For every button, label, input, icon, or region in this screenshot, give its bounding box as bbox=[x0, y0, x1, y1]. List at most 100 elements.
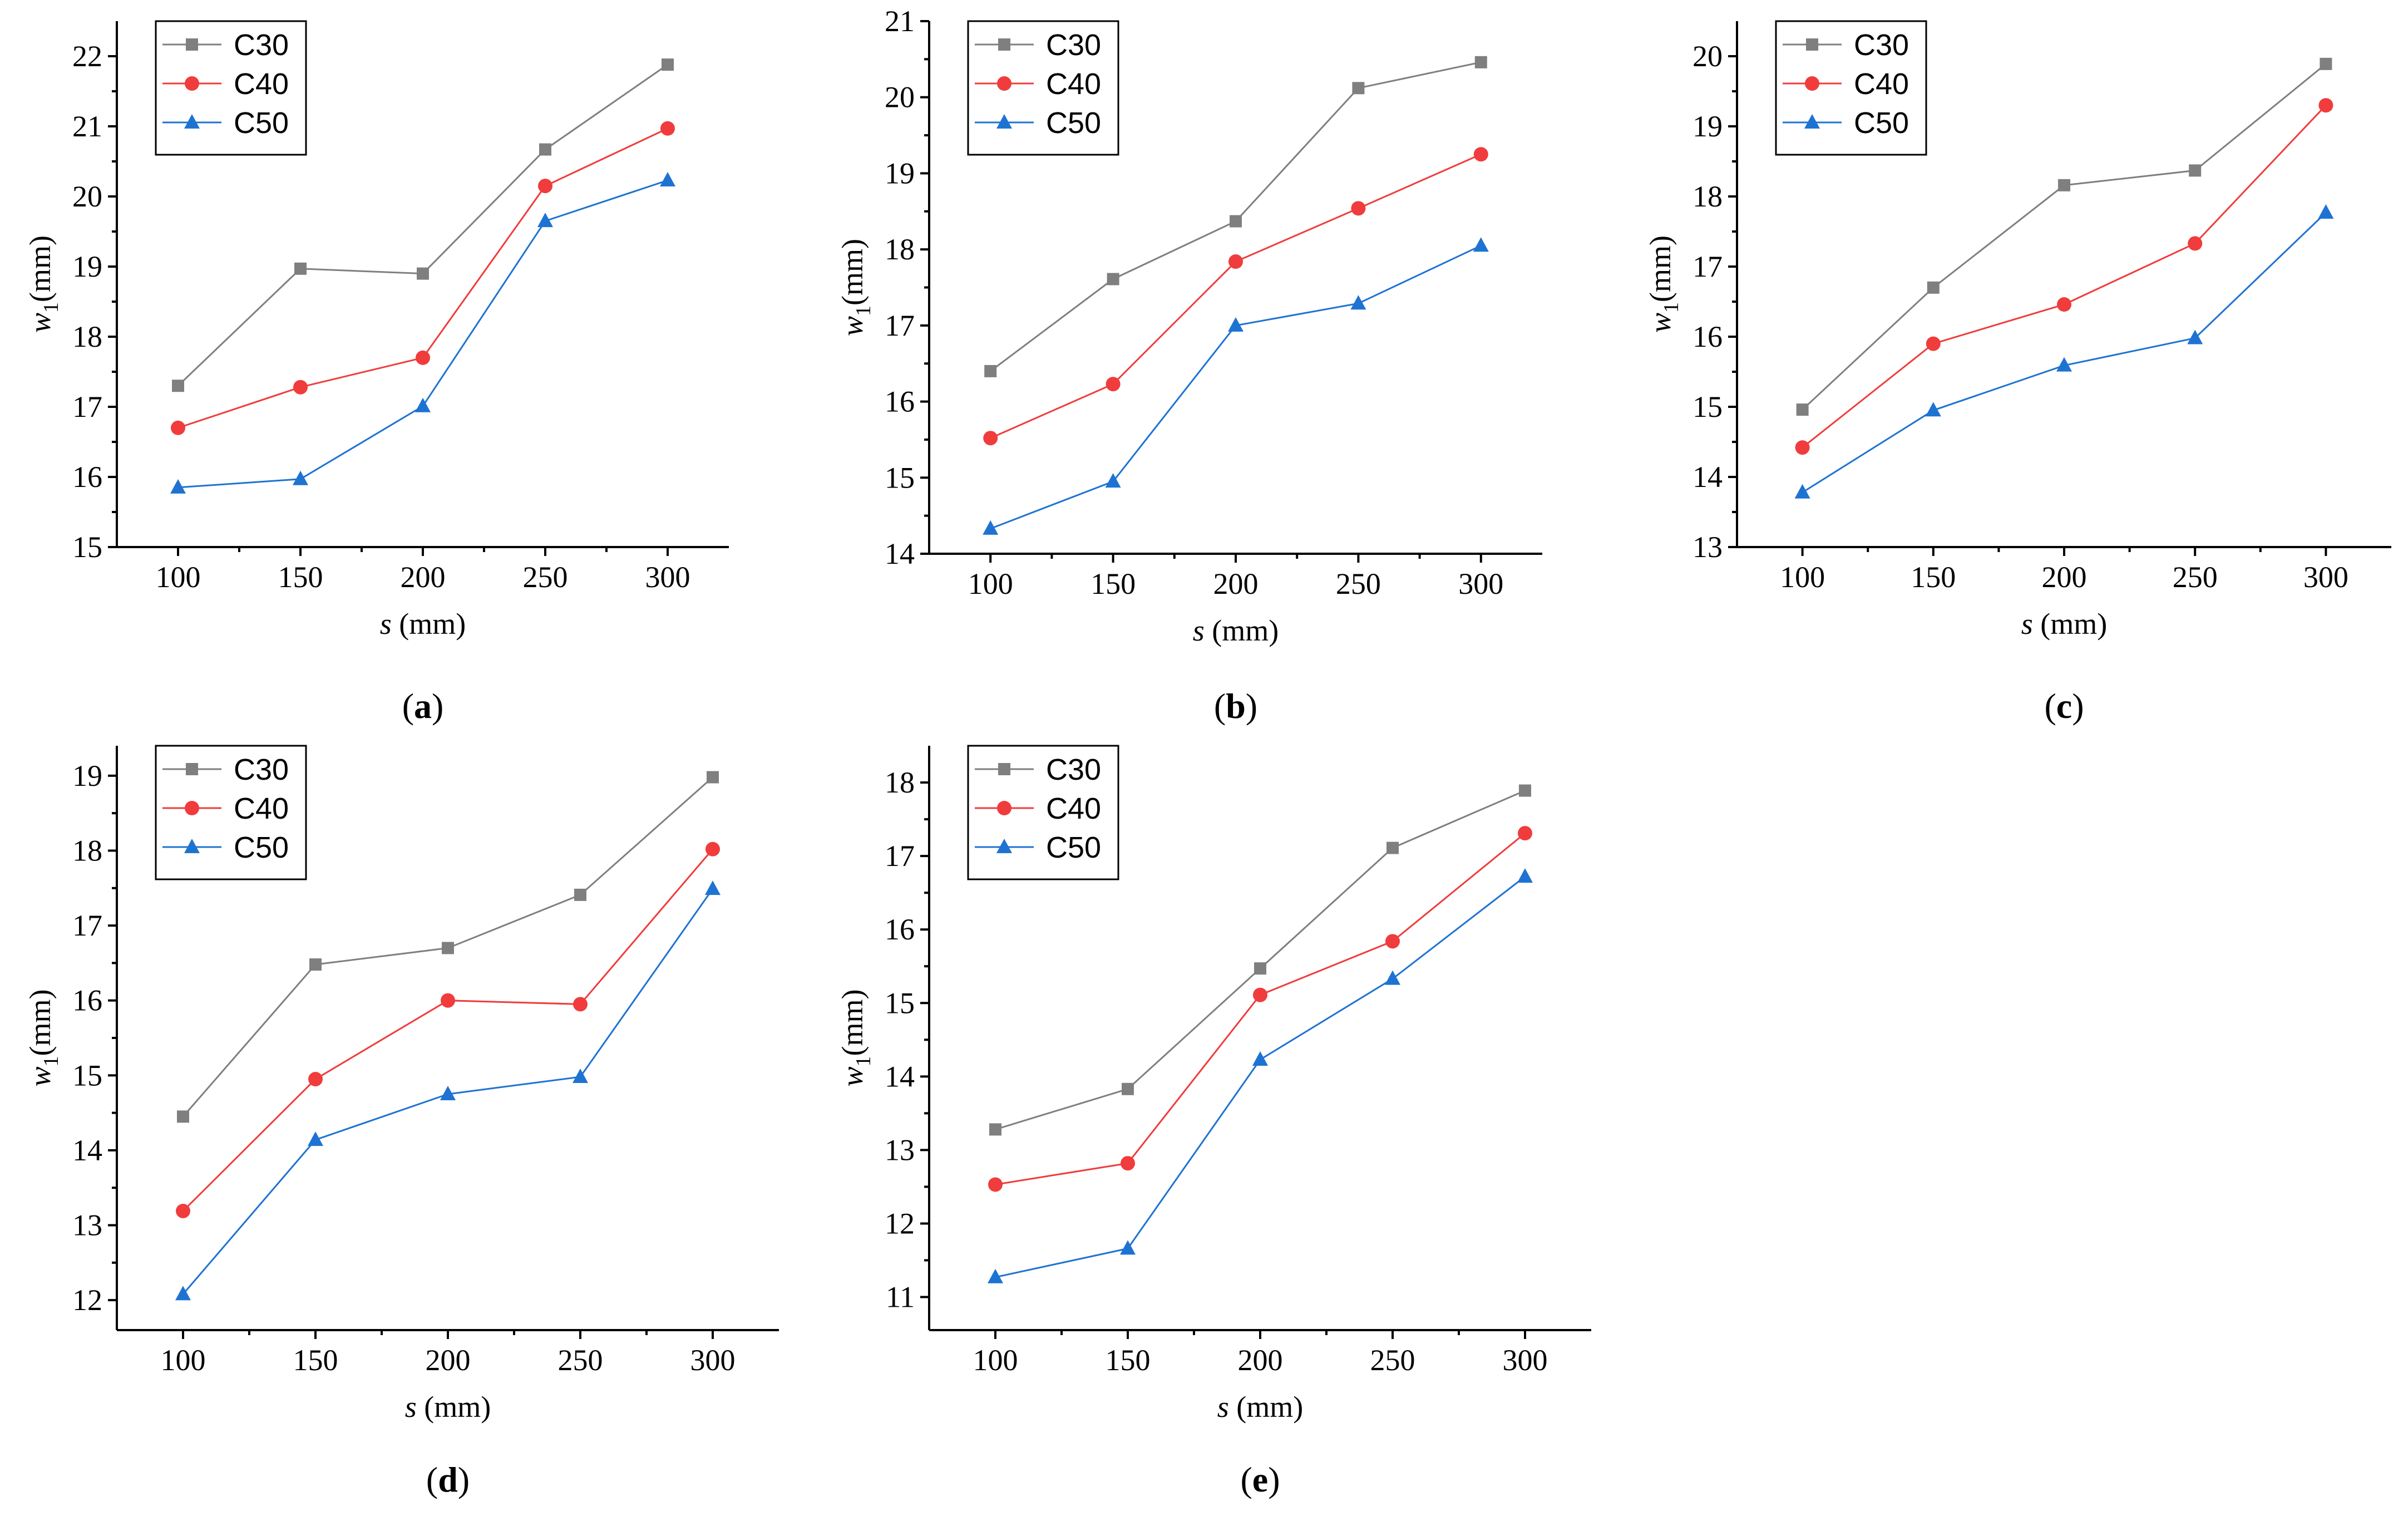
panel-label: (b) bbox=[1214, 686, 1257, 726]
x-tick-label: 100 bbox=[968, 567, 1013, 600]
data-point bbox=[1228, 254, 1243, 269]
data-point bbox=[1106, 377, 1121, 391]
series-c50 bbox=[170, 172, 675, 494]
x-tick-label: 250 bbox=[558, 1343, 603, 1377]
x-tick-label: 150 bbox=[293, 1343, 338, 1377]
legend: C30C40C50 bbox=[968, 746, 1118, 879]
x-axis-title: s (mm) bbox=[1217, 1390, 1304, 1424]
data-point bbox=[416, 351, 430, 365]
legend-marker bbox=[1805, 76, 1819, 91]
x-tick-label: 250 bbox=[2173, 560, 2218, 594]
data-point bbox=[1795, 440, 1810, 455]
data-point bbox=[2318, 98, 2333, 112]
data-point bbox=[1475, 56, 1487, 68]
y-tick-label: 12 bbox=[72, 1283, 102, 1317]
y-tick-label: 20 bbox=[72, 180, 102, 213]
data-point bbox=[1385, 971, 1400, 985]
data-point bbox=[1122, 1083, 1134, 1095]
y-tick-label: 13 bbox=[1692, 530, 1723, 564]
figure-canvas: 15 16 17 18 19 20 21 22 100 150 200 250 300 s (mm) w1(… bbox=[0, 0, 2408, 1526]
legend-label: C30 bbox=[234, 28, 289, 62]
y-tick-label: 15 bbox=[885, 461, 915, 494]
y-tick-label: 16 bbox=[885, 913, 915, 946]
data-point bbox=[1230, 215, 1242, 228]
data-point bbox=[2189, 164, 2201, 176]
data-point bbox=[293, 380, 308, 395]
chart-panel-d: 1213141516171819100150200250300s (mm)w1(… bbox=[23, 746, 779, 1499]
data-point bbox=[293, 471, 308, 485]
x-tick-label: 100 bbox=[973, 1343, 1018, 1377]
y-tick-label: 11 bbox=[886, 1281, 915, 1314]
data-point bbox=[2188, 236, 2202, 250]
y-tick-label: 17 bbox=[885, 839, 915, 873]
chart-panel-b: 1415161718192021100150200250300s (mm)w1(… bbox=[836, 4, 1542, 726]
x-tick-label: 300 bbox=[645, 560, 690, 594]
data-point bbox=[989, 1123, 1001, 1135]
legend-label: C40 bbox=[234, 792, 289, 825]
data-point bbox=[705, 842, 720, 856]
data-point bbox=[1926, 337, 1941, 351]
y-axis-title: w1(mm) bbox=[836, 989, 875, 1086]
data-point bbox=[1351, 201, 1365, 215]
data-point bbox=[1474, 147, 1488, 161]
data-point bbox=[1795, 484, 1810, 499]
x-tick-label: 100 bbox=[161, 1343, 206, 1377]
chart-panel-e: 1112131415161718100150200250300s (mm)w1(… bbox=[836, 746, 1591, 1499]
legend-label: C30 bbox=[1046, 753, 1101, 786]
y-tick-label: 18 bbox=[72, 834, 102, 867]
data-point bbox=[1517, 868, 1533, 883]
data-point bbox=[2057, 297, 2071, 312]
x-tick-label: 150 bbox=[1911, 560, 1956, 594]
x-tick-label: 150 bbox=[278, 560, 323, 594]
data-point bbox=[1350, 295, 1366, 309]
series-line bbox=[990, 245, 1481, 529]
legend: C30C40C50 bbox=[1776, 21, 1926, 155]
data-point bbox=[1252, 1051, 1268, 1066]
y-tick-label: 19 bbox=[72, 759, 102, 792]
panel-label: (d) bbox=[426, 1460, 470, 1499]
legend-label: C30 bbox=[1046, 28, 1101, 62]
y-tick-label: 20 bbox=[1692, 40, 1723, 73]
legend-marker bbox=[185, 76, 199, 91]
data-point bbox=[177, 1110, 189, 1123]
y-tick-label: 15 bbox=[885, 986, 915, 1020]
data-point bbox=[1107, 273, 1119, 285]
data-point bbox=[2320, 58, 2332, 70]
y-tick-label: 21 bbox=[885, 4, 915, 38]
series-c50 bbox=[988, 868, 1533, 1283]
y-tick-label: 13 bbox=[885, 1133, 915, 1166]
data-point bbox=[1253, 988, 1267, 1002]
series-c50 bbox=[983, 237, 1489, 535]
data-point bbox=[660, 172, 675, 186]
series-line bbox=[995, 877, 1525, 1277]
legend-marker bbox=[998, 38, 1010, 51]
data-point bbox=[1386, 842, 1399, 854]
data-point bbox=[983, 520, 998, 535]
x-tick-label: 300 bbox=[1503, 1343, 1548, 1377]
y-tick-label: 19 bbox=[72, 250, 102, 283]
x-tick-label: 200 bbox=[1238, 1343, 1283, 1377]
y-axis-title: w1(mm) bbox=[23, 235, 63, 333]
legend-marker bbox=[186, 38, 198, 51]
series-line bbox=[183, 849, 713, 1211]
data-point bbox=[294, 263, 307, 275]
data-point bbox=[442, 942, 454, 954]
data-point bbox=[1519, 785, 1531, 797]
legend: C30C40C50 bbox=[968, 21, 1118, 155]
x-tick-label: 300 bbox=[2303, 560, 2348, 594]
legend-label: C50 bbox=[234, 831, 289, 864]
data-point bbox=[705, 880, 721, 895]
series-c40 bbox=[983, 147, 1488, 445]
y-tick-label: 16 bbox=[885, 385, 915, 419]
data-point bbox=[707, 771, 719, 784]
legend-label: C50 bbox=[234, 106, 289, 140]
x-tick-label: 150 bbox=[1090, 567, 1136, 600]
legend-label: C40 bbox=[1046, 792, 1101, 825]
series-line bbox=[995, 833, 1525, 1184]
y-axis-title: w1(mm) bbox=[1644, 235, 1683, 333]
y-tick-label: 22 bbox=[72, 40, 102, 73]
data-point bbox=[172, 380, 184, 392]
series-line bbox=[1803, 105, 2326, 447]
data-point bbox=[441, 993, 455, 1008]
y-tick-label: 19 bbox=[885, 156, 915, 190]
